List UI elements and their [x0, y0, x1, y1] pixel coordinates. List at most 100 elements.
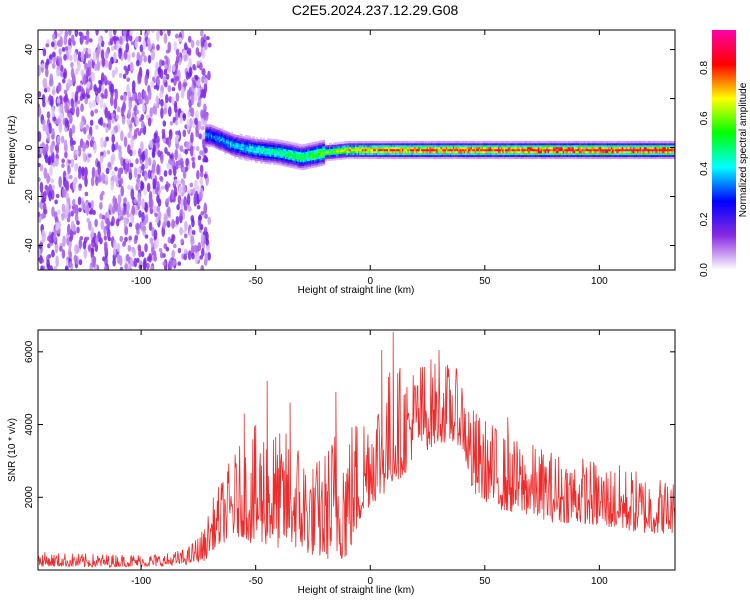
heatmap-cell: [414, 154, 416, 158]
heatmap-cell: [282, 150, 284, 153]
heatmap-cell: [568, 154, 570, 158]
heatmap-cell: [250, 157, 253, 160]
heatmap-cell: [351, 140, 353, 144]
heatmap-cell: [227, 139, 229, 142]
heatmap-cell: [470, 146, 473, 150]
heatmap-cell: [103, 140, 107, 148]
snr-x-tick-label: -50: [248, 576, 263, 587]
heatmap-cell: [517, 150, 519, 154]
heatmap-cell: [285, 148, 287, 152]
heatmap-cell: [260, 147, 262, 150]
heatmap-cell: [584, 152, 587, 156]
heatmap-cell: [654, 156, 657, 160]
heatmap-cell: [351, 156, 353, 160]
heatmap-cell: [238, 150, 240, 154]
heatmap-cell: [357, 144, 360, 148]
heatmap-cell: [507, 146, 510, 150]
heatmap-cell: [584, 142, 587, 146]
heatmap-cell: [236, 154, 239, 157]
heatmap-cell: [151, 48, 155, 60]
heatmap-cell: [613, 156, 616, 160]
heatmap-cell: [652, 152, 654, 156]
heatmap-cell: [160, 98, 164, 107]
heatmap-cell: [307, 143, 309, 146]
heatmap-cell: [333, 156, 335, 159]
heatmap-cell: [518, 140, 521, 144]
heatmap-cell: [167, 207, 171, 217]
heatmap-cell: [597, 146, 599, 150]
heatmap-cell: [544, 156, 547, 160]
heatmap-cell: [230, 136, 232, 140]
heatmap-cell: [68, 175, 73, 180]
heatmap-cell: [346, 152, 349, 156]
heatmap-cell: [590, 148, 592, 152]
heatmap-cell: [484, 152, 486, 156]
heatmap-cell: [287, 151, 290, 154]
heatmap-cell: [470, 140, 473, 144]
heatmap-cell: [515, 148, 518, 152]
heatmap-cell: [200, 88, 205, 98]
heatmap-cell: [624, 146, 627, 150]
heatmap-cell: [381, 140, 383, 144]
heatmap-cell: [367, 140, 370, 144]
heatmap-cell: [302, 149, 305, 153]
heatmap-cell: [272, 152, 275, 155]
heatmap-cell: [498, 148, 500, 152]
colorbar-tick-label: 0.6: [699, 111, 710, 125]
heatmap-cell: [308, 152, 310, 156]
heatmap-cell: [623, 152, 625, 156]
heatmap-cell: [355, 150, 357, 154]
heatmap-cell: [271, 146, 273, 149]
heatmap-cell: [594, 142, 596, 146]
heatmap-cell: [374, 144, 376, 148]
heatmap-cell: [201, 247, 205, 257]
heatmap-cell: [429, 144, 431, 148]
heatmap-cell: [301, 160, 304, 163]
heatmap-cell: [208, 130, 210, 133]
heatmap-cell: [324, 157, 327, 160]
heatmap-cell: [280, 143, 283, 147]
heatmap-cell: [381, 146, 383, 150]
heatmap-cell: [598, 148, 601, 152]
heatmap-cell: [375, 154, 378, 158]
heatmap-cell: [206, 36, 210, 41]
heatmap-cell: [663, 156, 665, 160]
heatmap-cell: [370, 140, 372, 144]
heatmap-cell: [90, 110, 94, 117]
heatmap-cell: [393, 144, 396, 148]
heatmap-cell: [243, 156, 246, 159]
heatmap-cell: [390, 150, 393, 154]
heatmap-cell: [448, 148, 451, 152]
heatmap-cell: [337, 157, 339, 161]
heatmap-cell: [151, 244, 155, 256]
heatmap-cell: [539, 154, 541, 158]
heatmap-cell: [366, 150, 368, 154]
heatmap-cell: [584, 156, 587, 160]
heatmap-cell: [305, 153, 308, 156]
heatmap-cell: [261, 139, 264, 143]
heatmap-cell: [185, 157, 189, 167]
heatmap-cell: [250, 153, 253, 156]
heatmap-cell: [356, 140, 359, 144]
heatmap-cell: [276, 147, 279, 150]
heatmap-cell: [619, 154, 621, 158]
heatmap-cell: [467, 152, 470, 156]
heatmap-cell: [370, 152, 372, 156]
heatmap-cell: [236, 152, 239, 156]
heatmap-cell: [635, 144, 638, 148]
heatmap-cell: [345, 152, 348, 156]
heatmap-cell: [47, 243, 51, 249]
heatmap-cell: [322, 161, 324, 164]
heatmap-cell: [257, 145, 260, 148]
heatmap-cell: [333, 154, 335, 157]
heatmap-cell: [97, 163, 101, 176]
heatmap-cell: [301, 152, 304, 155]
heatmap-cell: [312, 147, 315, 151]
heatmap-cell: [526, 140, 529, 144]
heatmap-cell: [650, 144, 653, 148]
heatmap-cell: [587, 152, 590, 156]
heatmap-cell: [372, 156, 375, 160]
heatmap-cell: [250, 141, 253, 145]
heatmap-cell: [283, 142, 286, 145]
heatmap-cell: [480, 156, 482, 160]
